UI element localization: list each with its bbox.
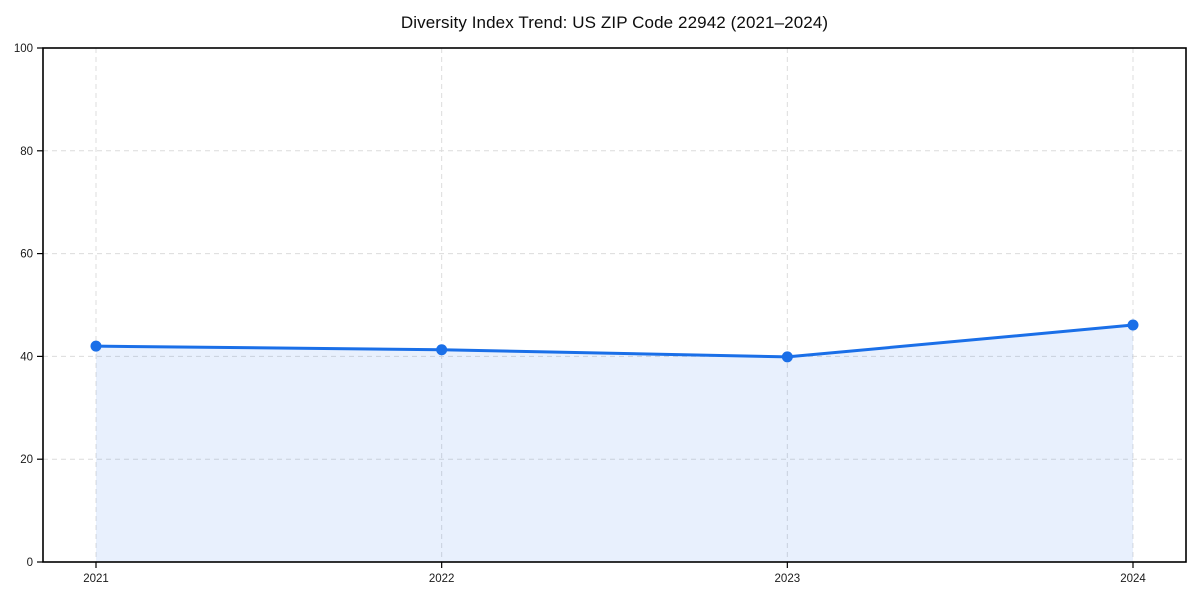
area-fill — [96, 325, 1133, 562]
y-tick-label: 80 — [20, 146, 33, 158]
x-tick-label: 2023 — [775, 573, 801, 585]
y-tick-label: 0 — [27, 557, 33, 569]
data-point-2024 — [1127, 319, 1139, 331]
y-tick-label: 100 — [14, 43, 33, 55]
y-tick-label: 20 — [20, 454, 33, 466]
x-tick-label: 2022 — [429, 573, 455, 585]
y-tick-label: 40 — [20, 351, 33, 363]
data-point-2022 — [436, 344, 448, 356]
x-tick-label: 2024 — [1120, 573, 1146, 585]
x-tick-label: 2021 — [83, 573, 109, 585]
data-point-2023 — [781, 351, 793, 363]
y-tick-label: 60 — [20, 249, 33, 261]
data-point-2021 — [90, 340, 102, 352]
plot-border — [42, 47, 1187, 563]
chart-title: Diversity Index Trend: US ZIP Code 22942… — [400, 13, 829, 32]
trend-line — [94, 323, 1135, 359]
